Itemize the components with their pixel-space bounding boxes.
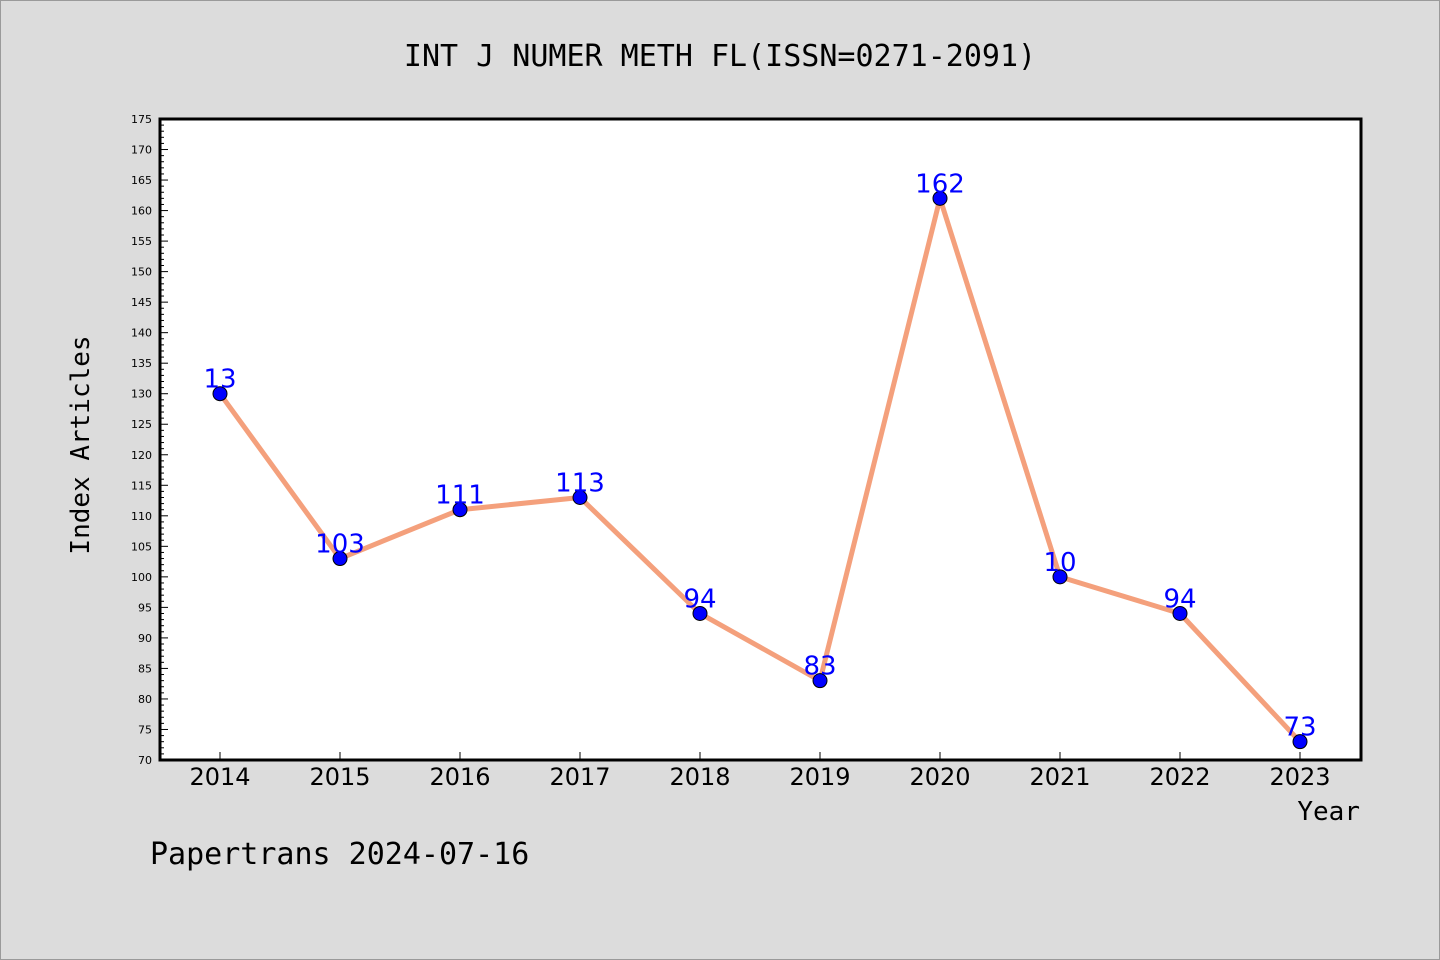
y-tick-label: 95	[138, 601, 152, 614]
y-tick-label: 165	[131, 174, 152, 187]
y-tick-label: 70	[138, 754, 152, 767]
y-tick-label: 125	[131, 418, 152, 431]
x-axis: 2014 2015 2016 2017 2018 2019 2020 2021 2022 2023	[189, 752, 1331, 791]
data-point	[452, 502, 468, 518]
y-tick-label: 145	[131, 296, 152, 309]
y-tick-label: 160	[131, 205, 152, 218]
series-markers	[212, 190, 1308, 750]
data-label: 94	[683, 584, 716, 614]
data-label: 113	[555, 468, 605, 498]
data-point	[1052, 569, 1068, 585]
data-labels: 13 103 111 113 94 83 162 10 94 73	[203, 169, 1316, 742]
x-tick-label: 2016	[429, 763, 490, 791]
y-tick-label: 135	[131, 357, 152, 370]
y-tick-label: 155	[131, 235, 152, 248]
x-tick-label: 2014	[189, 763, 250, 791]
y-tick-label: 170	[131, 144, 152, 157]
y-tick-label: 140	[131, 327, 152, 340]
x-tick-label: 2017	[549, 763, 610, 791]
data-point	[332, 551, 348, 567]
x-tick-label: 2018	[669, 763, 730, 791]
y-axis: 70 75 80 85 90 95 100 105 110 115 120 125 130 135 140 1…	[131, 113, 168, 767]
y-tick-label: 75	[138, 723, 152, 736]
data-label: 13	[203, 365, 236, 395]
x-tick-label: 2020	[909, 763, 970, 791]
data-point	[692, 605, 708, 621]
y-tick-label: 130	[131, 388, 152, 401]
data-point	[932, 190, 948, 206]
data-point	[572, 489, 588, 505]
x-tick-label: 2015	[309, 763, 370, 791]
series-polyline	[217, 195, 1302, 744]
series-line	[217, 195, 1302, 744]
y-tick-label: 175	[131, 113, 152, 126]
data-label: 162	[915, 169, 965, 199]
y-tick-label: 90	[138, 632, 152, 645]
footer-credit: Papertrans 2024-07-16	[150, 837, 529, 872]
data-point	[212, 386, 228, 402]
data-label: 73	[1283, 713, 1316, 743]
data-label: 94	[1163, 584, 1196, 614]
x-tick-label: 2023	[1269, 763, 1330, 791]
y-axis-label: Index Articles	[66, 335, 96, 554]
data-label: 10	[1043, 548, 1076, 578]
y-tick-label: 120	[131, 449, 152, 462]
y-tick-label: 110	[131, 510, 152, 523]
x-tick-label: 2021	[1029, 763, 1090, 791]
y-tick-label: 115	[131, 479, 152, 492]
x-tick-label: 2022	[1149, 763, 1210, 791]
data-label: 83	[803, 652, 836, 682]
data-label: 103	[315, 530, 365, 560]
data-point	[1292, 734, 1308, 750]
y-tick-label: 85	[138, 662, 152, 675]
y-tick-label: 80	[138, 693, 152, 706]
y-tick-label: 100	[131, 571, 152, 584]
plot-area	[158, 117, 1363, 762]
data-label: 111	[435, 481, 485, 511]
x-axis-label: Year	[1297, 797, 1360, 827]
data-point	[812, 673, 828, 689]
y-tick-label: 105	[131, 540, 152, 553]
x-tick-label: 2019	[789, 763, 850, 791]
chart-title: INT J NUMER METH FL(ISSN=0271-2091)	[404, 39, 1036, 74]
y-tick-label: 150	[131, 266, 152, 279]
data-point	[1172, 605, 1188, 621]
